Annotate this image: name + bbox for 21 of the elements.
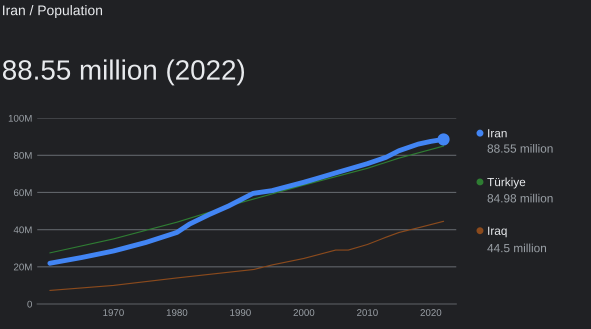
y-tick-label: 100M bbox=[8, 114, 32, 122]
legend-label: Türkiye bbox=[487, 178, 526, 189]
x-tick-label: 2020 bbox=[420, 309, 442, 316]
legend-label: Iran bbox=[488, 129, 507, 138]
y-tick-label: 80M bbox=[14, 152, 32, 159]
x-tick-label: 1980 bbox=[166, 309, 188, 316]
legend-label: Iraq bbox=[488, 226, 507, 238]
x-tick-label: 2000 bbox=[294, 309, 314, 316]
x-tick-label: 2010 bbox=[357, 309, 378, 316]
line-series bbox=[49, 220, 444, 291]
x-tick-label: 1970 bbox=[103, 309, 124, 316]
chart-subtitle: Iran / Population bbox=[3, 5, 102, 18]
y-tick-label: 40M bbox=[14, 226, 32, 234]
y-tick-label: 20M bbox=[14, 264, 32, 270]
x-tick-label: 1990 bbox=[230, 309, 251, 316]
text: 84.98 million bbox=[488, 194, 553, 202]
text: 44.5 million bbox=[487, 244, 546, 252]
y-tick-label: 60M bbox=[14, 189, 32, 196]
text: 88.55 million bbox=[488, 144, 553, 153]
y-tick-label: 0 bbox=[27, 300, 32, 308]
chart-title: 88.55 million (2022) bbox=[2, 59, 244, 86]
